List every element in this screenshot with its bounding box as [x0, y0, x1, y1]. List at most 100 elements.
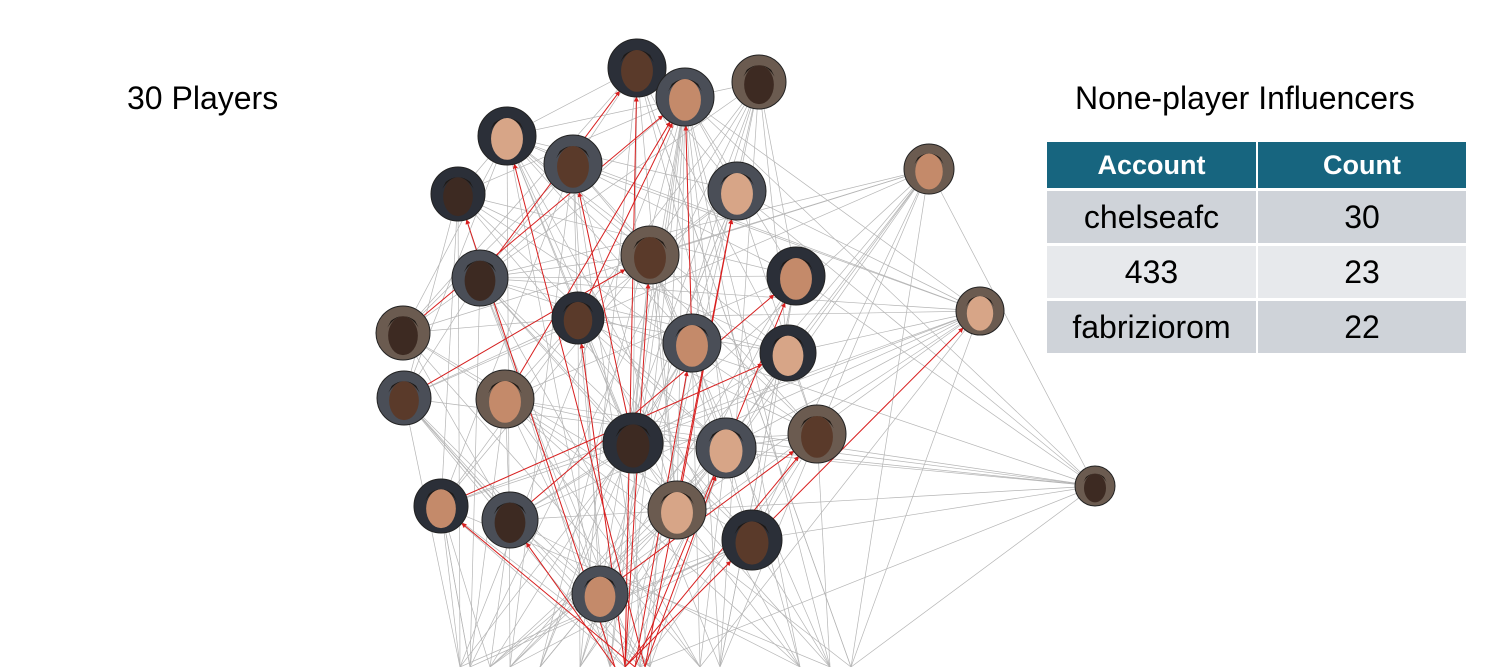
network-edge	[479, 277, 789, 354]
network-edge	[440, 505, 651, 667]
player-node	[955, 286, 1005, 336]
network-edge	[539, 96, 686, 667]
cell-account: fabriziorom	[1047, 298, 1258, 353]
hair-shape	[615, 424, 651, 437]
player-node	[375, 305, 431, 361]
network-edge	[649, 254, 678, 511]
influencers-table: Account Count chelseafc 30 433 23 fabriz…	[1047, 142, 1466, 353]
node-outline	[620, 225, 680, 285]
network-edge	[509, 519, 801, 667]
hair-shape	[463, 260, 497, 273]
network-edge	[850, 310, 981, 667]
network-edge	[676, 275, 797, 511]
node-outline	[903, 143, 955, 195]
influencers-title: None-player Influencers	[1075, 80, 1415, 116]
directed-edge	[624, 560, 732, 667]
player-photo-icon	[557, 146, 589, 188]
player-photo-icon	[491, 118, 523, 160]
network-edge	[649, 254, 753, 541]
network-edge	[479, 277, 981, 312]
network-edge	[504, 398, 801, 667]
network-edge	[577, 317, 581, 667]
network-edge	[506, 135, 721, 667]
hair-shape	[556, 145, 590, 159]
player-photo-icon	[676, 325, 708, 367]
cell-count: 23	[1257, 243, 1466, 300]
network-edge	[489, 310, 981, 667]
node-outline	[787, 404, 847, 464]
network-edge	[577, 81, 760, 319]
network-edge	[506, 135, 801, 667]
player-node	[430, 166, 486, 222]
table-row: 433 23	[1047, 243, 1466, 300]
hair-shape	[583, 576, 617, 589]
cell-account: 433	[1047, 243, 1258, 300]
hair-shape	[675, 324, 709, 338]
network-edge	[440, 505, 491, 667]
network-edge	[632, 310, 981, 444]
player-node	[647, 480, 707, 540]
player-node	[695, 417, 757, 479]
network-edge	[736, 190, 981, 312]
player-node	[655, 67, 715, 127]
network-edge	[624, 96, 686, 667]
player-photo-icon	[563, 301, 593, 340]
node-outline	[1074, 465, 1116, 507]
network-edge	[402, 332, 511, 521]
cell-account: chelseafc	[1047, 188, 1258, 245]
node-outline	[721, 509, 783, 571]
node-outline	[759, 324, 817, 382]
column-header-count: Count	[1257, 142, 1466, 190]
node-outline	[766, 246, 826, 306]
directed-edge	[509, 294, 775, 521]
player-node	[721, 509, 783, 571]
network-edge	[736, 190, 818, 435]
node-outline	[707, 161, 767, 221]
directed-edge	[624, 455, 799, 667]
player-photo-icon	[744, 65, 774, 105]
network-edge	[479, 81, 760, 279]
directed-edge	[525, 542, 616, 667]
hair-shape	[425, 489, 457, 501]
node-outline	[543, 134, 603, 194]
network-edge	[850, 168, 930, 667]
player-node	[707, 161, 767, 221]
network-edge	[509, 485, 1096, 521]
player-node	[662, 313, 722, 373]
network-edge	[751, 168, 930, 541]
player-photo-icon	[464, 260, 496, 301]
network-edge	[440, 193, 459, 507]
hair-shape	[490, 117, 524, 131]
network-edge	[736, 190, 1096, 487]
node-outline	[430, 166, 486, 222]
player-node	[766, 246, 826, 306]
node-outline	[477, 106, 537, 166]
network-edge	[636, 67, 801, 667]
hair-shape	[966, 296, 994, 307]
network-edge	[649, 447, 727, 667]
player-photo-icon	[494, 502, 526, 543]
network-edge	[639, 485, 1096, 667]
network-edge	[402, 163, 574, 334]
player-photo-icon	[389, 381, 419, 421]
hair-shape	[660, 491, 694, 505]
network-edge	[787, 310, 981, 354]
directed-edge	[624, 283, 651, 667]
player-node	[543, 134, 603, 194]
node-outline	[602, 412, 664, 474]
player-photo-icon	[966, 296, 994, 331]
hair-shape	[734, 521, 770, 534]
network-edge	[506, 135, 738, 192]
players-title: 30 Players	[127, 80, 279, 116]
network-edge	[504, 398, 601, 595]
network-edge	[440, 442, 634, 507]
network-edge	[577, 310, 981, 319]
player-photo-icon	[1084, 473, 1106, 503]
player-node	[475, 369, 535, 429]
network-edge	[684, 96, 801, 667]
player-node	[620, 225, 680, 285]
hair-shape	[620, 49, 654, 63]
cell-count: 30	[1257, 188, 1466, 245]
node-outline	[655, 67, 715, 127]
